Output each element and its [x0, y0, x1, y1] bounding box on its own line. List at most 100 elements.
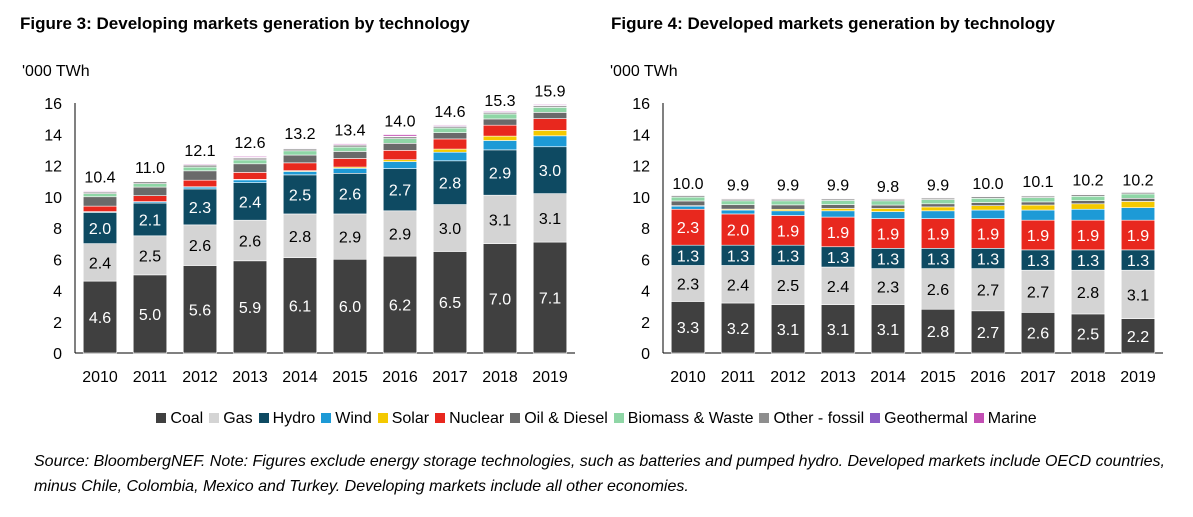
data-label: 2.5 [1077, 326, 1099, 343]
data-label: 1.3 [877, 251, 899, 268]
bar-segment-hydro [82, 212, 118, 244]
legend-label: Marine [987, 410, 1037, 427]
data-label: 2.6 [189, 238, 211, 255]
data-label: 2.8 [439, 176, 461, 193]
bar-segment-hydro [382, 168, 418, 212]
data-label: 7.0 [489, 291, 511, 308]
bar-segment-solar [482, 135, 518, 141]
total-label: 13.4 [334, 123, 365, 140]
data-label: 1.3 [727, 248, 749, 265]
bar-segment-oil-diesel [232, 163, 268, 173]
bar-segment-gas [382, 210, 418, 257]
data-label: 1.9 [927, 226, 949, 243]
data-label: 2.8 [927, 324, 949, 341]
legend-item: Coal [156, 410, 203, 428]
data-label: 6.5 [439, 295, 461, 312]
bar-segment-nuclear [332, 158, 368, 168]
bar-segment-gas [670, 265, 706, 302]
bar-segment-gas [282, 213, 318, 258]
figure-3-title: Figure 3: Developing markets generation … [20, 14, 470, 33]
source-note: Source: BloombergNEF. Note: Figures excl… [34, 453, 1165, 495]
bar-segment-nuclear [1020, 219, 1056, 251]
bar-segment-wind [1070, 208, 1106, 221]
x-tick-label: 2015 [920, 369, 956, 386]
legend-label: Nuclear [449, 410, 505, 427]
legend-label: Other - fossil [773, 410, 865, 427]
bar-segment-biomass-waste [920, 199, 956, 205]
legend-label: Hydro [272, 410, 316, 427]
x-tick-label: 2014 [870, 369, 906, 386]
data-label: 2.3 [677, 220, 699, 237]
bar-segment-oil-diesel [132, 186, 168, 196]
data-label: 5.0 [139, 307, 161, 324]
legend-label: Oil & Diesel [524, 410, 608, 427]
x-tick-label: 2016 [970, 369, 1006, 386]
bar-segment-coal [920, 308, 956, 354]
data-label: 2.0 [89, 221, 111, 238]
bar-segment-gas [332, 213, 368, 260]
bar-segment-wind [670, 205, 706, 210]
bar-segment-nuclear [720, 213, 756, 246]
y-axis-unit-label: '000 TWh [610, 63, 678, 80]
bar-segment-marine [382, 134, 418, 137]
x-tick-label: 2018 [482, 369, 518, 386]
legend-swatch [156, 413, 167, 423]
bar-segment-marine [482, 110, 518, 112]
bar-segment-biomass-waste [132, 183, 168, 188]
bar-segment-oil-diesel [770, 204, 806, 210]
bar-segment-oil-diesel [670, 200, 706, 206]
y-tick-label: 8 [641, 221, 650, 238]
total-label: 12.1 [184, 143, 215, 160]
bar-segment-nuclear [232, 172, 268, 180]
bar-segment-wind [432, 151, 468, 162]
bar-segment-solar [432, 148, 468, 153]
data-label: 1.3 [1127, 253, 1149, 270]
bar-segment-coal [970, 310, 1006, 354]
figure-4-title: Figure 4: Developed markets generation b… [611, 14, 1055, 33]
total-label: 10.4 [84, 170, 115, 187]
data-label: 2.9 [489, 166, 511, 183]
bar-segment-biomass-waste [82, 193, 118, 198]
legend-swatch [613, 413, 624, 423]
legend-swatch [209, 413, 220, 423]
data-label: 1.9 [1077, 228, 1099, 245]
bar-segment-wind [482, 140, 518, 151]
bar-segment-biomass-waste [770, 200, 806, 206]
data-label: 5.9 [239, 300, 261, 317]
data-label: 4.6 [89, 310, 111, 327]
legend-item: Biomass & Waste [613, 410, 753, 428]
y-tick-label: 14 [44, 127, 62, 144]
bar-segment-wind [382, 161, 418, 169]
bar-segment-marine [182, 163, 218, 165]
bar-segment-nuclear [870, 218, 906, 249]
bar-segment-hydro [232, 182, 268, 221]
bar-segment-oil-diesel [182, 170, 218, 181]
bar-segment-coal [332, 258, 368, 354]
bar-segment-biomass-waste [432, 127, 468, 133]
bar-segment-biomass-waste [382, 138, 418, 144]
developing-markets-chart: '000 TWh 0 2 4 6 8 10 12 14 16 4.6 2.4 2.0 10.4 2010 5.… [22, 63, 575, 386]
data-label: 2.3 [189, 200, 211, 217]
data-label: 2.7 [977, 283, 999, 300]
data-label: 6.2 [389, 298, 411, 315]
total-label: 10.1 [1022, 174, 1053, 191]
bar-segment-coal [670, 301, 706, 354]
chart-legend: Coal Gas Hydro Wind Solar Nuclear Oil & Diesel… [0, 410, 1193, 428]
x-tick-label: 2011 [133, 369, 168, 386]
bar-segment-coal [720, 302, 756, 354]
y-tick-label: 2 [53, 315, 62, 332]
bar-segment-marine [282, 147, 318, 149]
x-tick-label: 2012 [770, 369, 806, 386]
legend-label: Solar [391, 410, 430, 427]
y-tick-label: 16 [632, 96, 650, 113]
y-tick-label: 10 [44, 190, 62, 207]
y-tick-label: 6 [641, 252, 650, 269]
total-label: 15.3 [484, 93, 515, 110]
data-label: 1.9 [1027, 228, 1049, 245]
bar-segment-gas [820, 266, 856, 305]
bar-segment-nuclear [770, 215, 806, 246]
data-label: 2.1 [139, 212, 161, 229]
data-label: 1.3 [927, 251, 949, 268]
legend-swatch [258, 413, 269, 423]
bar-segment-oil-diesel [820, 204, 856, 209]
